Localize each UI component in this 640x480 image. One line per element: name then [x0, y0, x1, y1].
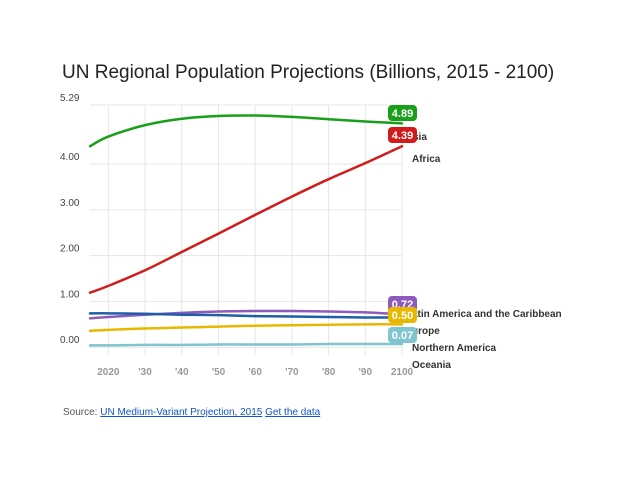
- value-badge-asia: 4.89: [388, 105, 417, 121]
- series-line-oceania: [88, 342, 404, 347]
- chart-title: UN Regional Population Projections (Bill…: [62, 62, 555, 83]
- value-badge-box: [388, 127, 417, 143]
- value-badge-europe: 0.50: [388, 307, 417, 323]
- x-axis-tick-labels: 2020 '30 '40 '50 '60 '70 '80 '90 2100: [97, 367, 413, 378]
- value-badge-africa: 4.39: [388, 127, 417, 143]
- x-tick-label: 2020: [97, 367, 120, 378]
- series-label-northern-america: Northern America: [412, 343, 497, 354]
- x-tick-label: 2100: [391, 367, 414, 378]
- y-tick-label: 1.00: [60, 289, 80, 300]
- series-end-labels: sia Africa atin America and the Caribbean u…: [412, 132, 562, 371]
- series-value-badges: 4.894.390.720.500.07: [388, 105, 417, 343]
- series-line-europe: [88, 323, 404, 332]
- x-tick-label: '30: [138, 367, 152, 378]
- series-lines: [88, 114, 404, 347]
- y-tick-label: 0.00: [60, 335, 80, 346]
- y-tick-label: 2.00: [60, 244, 80, 255]
- y-tick-label: 4.00: [60, 152, 80, 163]
- source-note: Source: UN Medium-Variant Projection, 20…: [63, 407, 320, 418]
- value-badge-text: 4.39: [392, 130, 413, 142]
- x-tick-label: '60: [248, 367, 262, 378]
- source-link[interactable]: UN Medium-Variant Projection, 2015: [100, 407, 263, 418]
- series-label-latin-america-and-the-caribbean: atin America and the Caribbean: [412, 309, 562, 320]
- value-badge-box: [388, 307, 417, 323]
- series-label-asia: sia: [413, 132, 427, 143]
- value-badge-text: 0.07: [392, 330, 413, 342]
- series-line-asia: [88, 114, 404, 148]
- value-badge-oceania: 0.07: [388, 327, 417, 343]
- value-badge-text: 4.89: [392, 108, 413, 120]
- x-tick-label: '50: [212, 367, 226, 378]
- y-axis-tick-labels: 0.00 1.00 2.00 3.00 4.00 5.29: [60, 93, 80, 346]
- source-prefix: Source:: [63, 407, 101, 418]
- x-tick-label: '40: [175, 367, 189, 378]
- series-label-europe: urope: [412, 326, 440, 337]
- get-data-link[interactable]: Get the data: [265, 407, 321, 418]
- value-badge-box: [388, 105, 417, 121]
- x-tick-label: '90: [359, 367, 373, 378]
- series-line-northern-america: [88, 312, 404, 319]
- x-tick-label: '70: [285, 367, 299, 378]
- value-badge-box: [388, 327, 417, 343]
- series-label-oceania: Oceania: [412, 360, 451, 371]
- value-badge-text: 0.50: [392, 310, 413, 322]
- x-tick-label: '80: [322, 367, 336, 378]
- series-line-africa: [88, 144, 404, 294]
- series-label-africa: Africa: [412, 154, 441, 165]
- series-line-latin-america-and-the-caribbean: [88, 309, 404, 320]
- y-tick-label: 3.00: [60, 198, 80, 209]
- y-tick-label: 5.29: [60, 93, 80, 104]
